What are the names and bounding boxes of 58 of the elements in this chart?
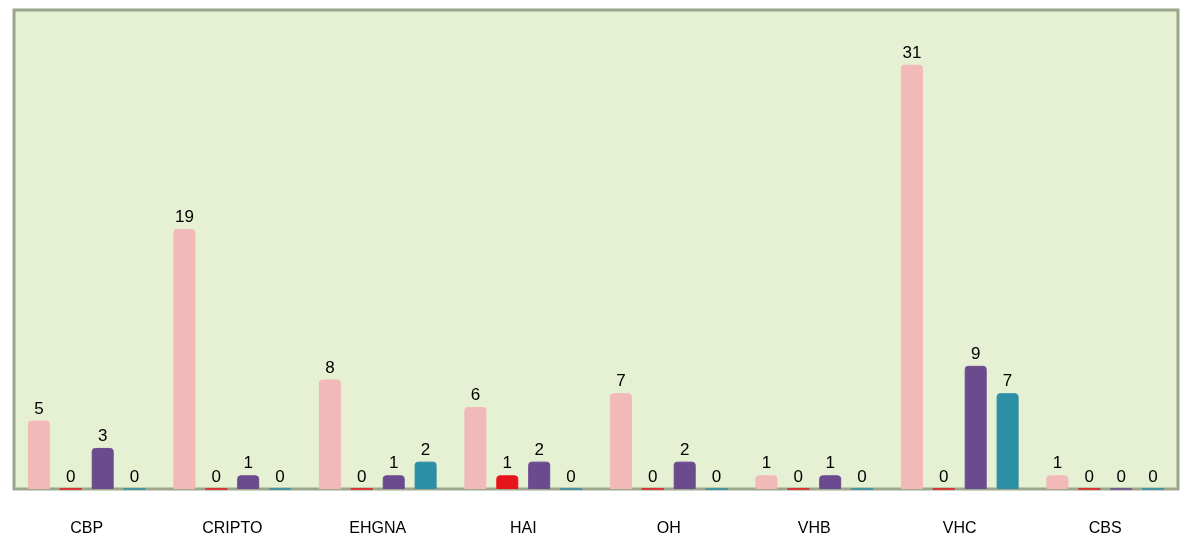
bar [528, 461, 551, 489]
data-label: 7 [1002, 371, 1013, 391]
data-label: 0 [357, 466, 367, 486]
data-label: 0 [566, 466, 576, 486]
bar [1046, 475, 1069, 489]
data-label: 0 [275, 466, 285, 486]
bar [237, 475, 260, 489]
data-label: 0 [1084, 466, 1095, 486]
x-tick-label: CBS [1088, 518, 1122, 536]
data-label: 3 [97, 425, 108, 445]
data-label: 1 [761, 453, 772, 473]
x-tick-label: EHGNA [349, 518, 407, 536]
data-label: 0 [1148, 466, 1158, 486]
data-label: 6 [470, 384, 481, 404]
bar [673, 461, 696, 489]
data-label: 1 [243, 453, 253, 473]
bar [609, 393, 632, 489]
data-label: 0 [939, 466, 949, 486]
bar [496, 475, 519, 489]
bar [414, 461, 437, 489]
data-label: 7 [616, 371, 626, 391]
bar [27, 420, 50, 489]
data-label: 31 [902, 42, 922, 62]
data-label: 2 [534, 439, 544, 459]
data-label: 8 [325, 357, 335, 377]
x-tick-label: CRIPTO [202, 518, 263, 536]
x-tick-label: VHB [797, 518, 831, 536]
data-label: 0 [793, 466, 804, 486]
bar [964, 365, 987, 489]
bar [91, 447, 114, 489]
data-label: 0 [648, 466, 658, 486]
data-label: 1 [1052, 453, 1063, 473]
data-label: 0 [1116, 466, 1126, 486]
data-label: 0 [857, 466, 867, 486]
data-label: 2 [679, 439, 690, 459]
bar [819, 475, 842, 489]
data-label: 0 [129, 466, 140, 486]
bar [382, 475, 405, 489]
data-label: 1 [502, 453, 513, 473]
data-label: 0 [711, 466, 722, 486]
data-label: 0 [211, 466, 222, 486]
data-label: 5 [34, 398, 44, 418]
data-label: 1 [825, 453, 835, 473]
bar [464, 406, 487, 489]
data-label: 19 [174, 206, 194, 226]
x-tick-label: CBP [70, 518, 104, 536]
bar [318, 379, 341, 489]
x-tick-label: VHC [942, 518, 977, 536]
x-tick-label: HAI [509, 518, 537, 536]
bar [900, 64, 923, 489]
bar [996, 393, 1019, 489]
data-label: 0 [66, 466, 76, 486]
bar [173, 228, 196, 489]
data-label: 2 [420, 439, 431, 459]
data-label: 9 [970, 343, 981, 363]
data-label: 1 [388, 453, 399, 473]
bar [755, 475, 778, 489]
x-tick-label: OH [656, 518, 681, 536]
